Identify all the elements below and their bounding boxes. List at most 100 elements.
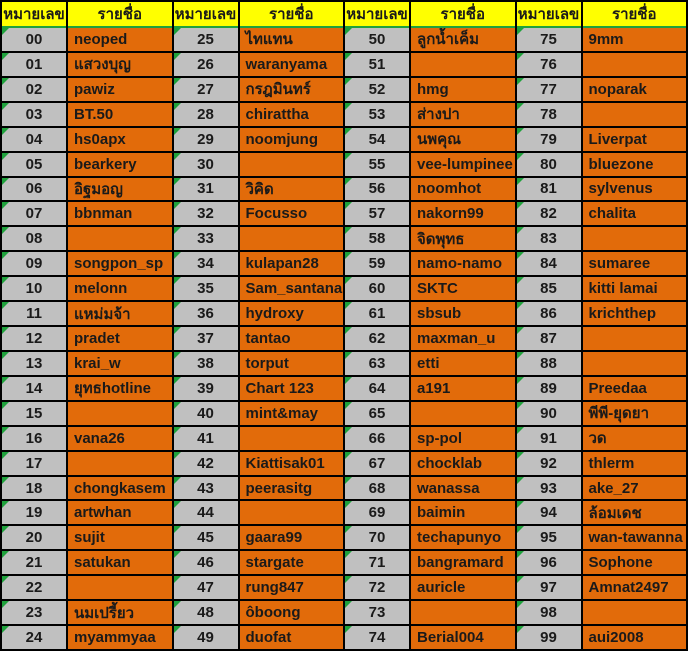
name-cell[interactable]: wanassa: [411, 476, 515, 500]
number-cell[interactable]: 20: [2, 526, 66, 550]
number-cell[interactable]: 71: [345, 551, 409, 575]
name-cell[interactable]: [239, 501, 343, 525]
name-cell[interactable]: BT.50: [68, 102, 172, 126]
number-cell[interactable]: 02: [2, 77, 66, 101]
name-cell[interactable]: Preedaa: [582, 376, 686, 400]
number-cell[interactable]: 54: [345, 127, 409, 151]
number-cell[interactable]: 39: [173, 376, 238, 400]
name-cell[interactable]: bluezone: [582, 152, 686, 176]
number-cell[interactable]: 07: [2, 202, 66, 226]
name-cell[interactable]: วด: [582, 426, 686, 450]
name-cell[interactable]: hs0apx: [68, 127, 172, 151]
name-cell[interactable]: Sam_santana: [239, 277, 343, 301]
number-cell[interactable]: 24: [2, 626, 66, 649]
number-cell[interactable]: 03: [2, 102, 66, 126]
number-cell[interactable]: 18: [2, 476, 66, 500]
number-cell[interactable]: 78: [516, 102, 581, 126]
name-cell[interactable]: a191: [411, 376, 515, 400]
name-cell[interactable]: ôboong: [239, 601, 343, 625]
name-cell[interactable]: sylvenus: [582, 177, 686, 201]
number-cell[interactable]: 23: [2, 601, 66, 625]
name-cell[interactable]: นพคุณ: [411, 127, 515, 151]
number-cell[interactable]: 43: [173, 476, 238, 500]
name-cell[interactable]: artwhan: [68, 501, 172, 525]
number-cell[interactable]: 04: [2, 127, 66, 151]
number-cell[interactable]: 34: [173, 252, 238, 276]
name-cell[interactable]: [68, 227, 172, 251]
number-cell[interactable]: 97: [516, 576, 581, 600]
name-cell[interactable]: [582, 327, 686, 350]
name-cell[interactable]: sumaree: [582, 252, 686, 276]
name-cell[interactable]: satukan: [68, 551, 172, 575]
name-cell[interactable]: chalita: [582, 202, 686, 226]
number-cell[interactable]: 59: [345, 252, 409, 276]
number-cell[interactable]: 29: [173, 127, 238, 151]
name-cell[interactable]: Chart 123: [239, 376, 343, 400]
name-cell[interactable]: namo-namo: [411, 252, 515, 276]
name-cell[interactable]: Liverpat: [582, 127, 686, 151]
number-cell[interactable]: 86: [516, 302, 581, 326]
number-cell[interactable]: 05: [2, 152, 66, 176]
number-cell[interactable]: 08: [2, 227, 66, 251]
name-cell[interactable]: [239, 227, 343, 251]
number-cell[interactable]: 61: [345, 302, 409, 326]
number-cell[interactable]: 14: [2, 376, 66, 400]
name-cell[interactable]: nakorn99: [411, 202, 515, 226]
name-cell[interactable]: rung847: [239, 576, 343, 600]
number-cell[interactable]: 64: [345, 376, 409, 400]
number-cell[interactable]: 88: [516, 351, 581, 375]
number-cell[interactable]: 10: [2, 277, 66, 301]
name-cell[interactable]: songpon_sp: [68, 252, 172, 276]
number-cell[interactable]: 62: [345, 327, 409, 350]
name-cell[interactable]: ไทแทน: [239, 28, 343, 51]
name-cell[interactable]: pradet: [68, 327, 172, 350]
name-cell[interactable]: แสวงบุญ: [68, 52, 172, 76]
number-cell[interactable]: 36: [173, 302, 238, 326]
number-cell[interactable]: 45: [173, 526, 238, 550]
number-cell[interactable]: 69: [345, 501, 409, 525]
number-cell[interactable]: 38: [173, 351, 238, 375]
number-cell[interactable]: 06: [2, 177, 66, 201]
name-cell[interactable]: noomjung: [239, 127, 343, 151]
number-cell[interactable]: 31: [173, 177, 238, 201]
name-cell[interactable]: sp-pol: [411, 426, 515, 450]
number-cell[interactable]: 83: [516, 227, 581, 251]
name-cell[interactable]: [411, 401, 515, 425]
number-cell[interactable]: 00: [2, 28, 66, 51]
name-cell[interactable]: นมเปรี้ยว: [68, 601, 172, 625]
number-cell[interactable]: 41: [173, 426, 238, 450]
name-cell[interactable]: bearkery: [68, 152, 172, 176]
number-cell[interactable]: 13: [2, 351, 66, 375]
number-cell[interactable]: 99: [516, 626, 581, 649]
name-cell[interactable]: sbsub: [411, 302, 515, 326]
number-cell[interactable]: 40: [173, 401, 238, 425]
name-cell[interactable]: hydroxy: [239, 302, 343, 326]
name-cell[interactable]: gaara99: [239, 526, 343, 550]
number-cell[interactable]: 82: [516, 202, 581, 226]
header-number-cell[interactable]: หมายเลข: [173, 2, 238, 26]
name-cell[interactable]: Amnat2497: [582, 576, 686, 600]
name-cell[interactable]: [582, 227, 686, 251]
number-cell[interactable]: 25: [173, 28, 238, 51]
name-cell[interactable]: แหม่มจ้า: [68, 302, 172, 326]
name-cell[interactable]: techapunyo: [411, 526, 515, 550]
number-cell[interactable]: 52: [345, 77, 409, 101]
number-cell[interactable]: 27: [173, 77, 238, 101]
header-name-cell[interactable]: รายชื่อ: [582, 2, 686, 26]
number-cell[interactable]: 21: [2, 551, 66, 575]
name-cell[interactable]: melonn: [68, 277, 172, 301]
number-cell[interactable]: 19: [2, 501, 66, 525]
number-cell[interactable]: 50: [345, 28, 409, 51]
number-cell[interactable]: 12: [2, 327, 66, 350]
name-cell[interactable]: ล้อมเดช: [582, 501, 686, 525]
name-cell[interactable]: kitti lamai: [582, 277, 686, 301]
name-cell[interactable]: Sophone: [582, 551, 686, 575]
name-cell[interactable]: SKTC: [411, 277, 515, 301]
number-cell[interactable]: 84: [516, 252, 581, 276]
name-cell[interactable]: maxman_u: [411, 327, 515, 350]
number-cell[interactable]: 81: [516, 177, 581, 201]
number-cell[interactable]: 16: [2, 426, 66, 450]
number-cell[interactable]: 94: [516, 501, 581, 525]
name-cell[interactable]: hmg: [411, 77, 515, 101]
number-cell[interactable]: 35: [173, 277, 238, 301]
